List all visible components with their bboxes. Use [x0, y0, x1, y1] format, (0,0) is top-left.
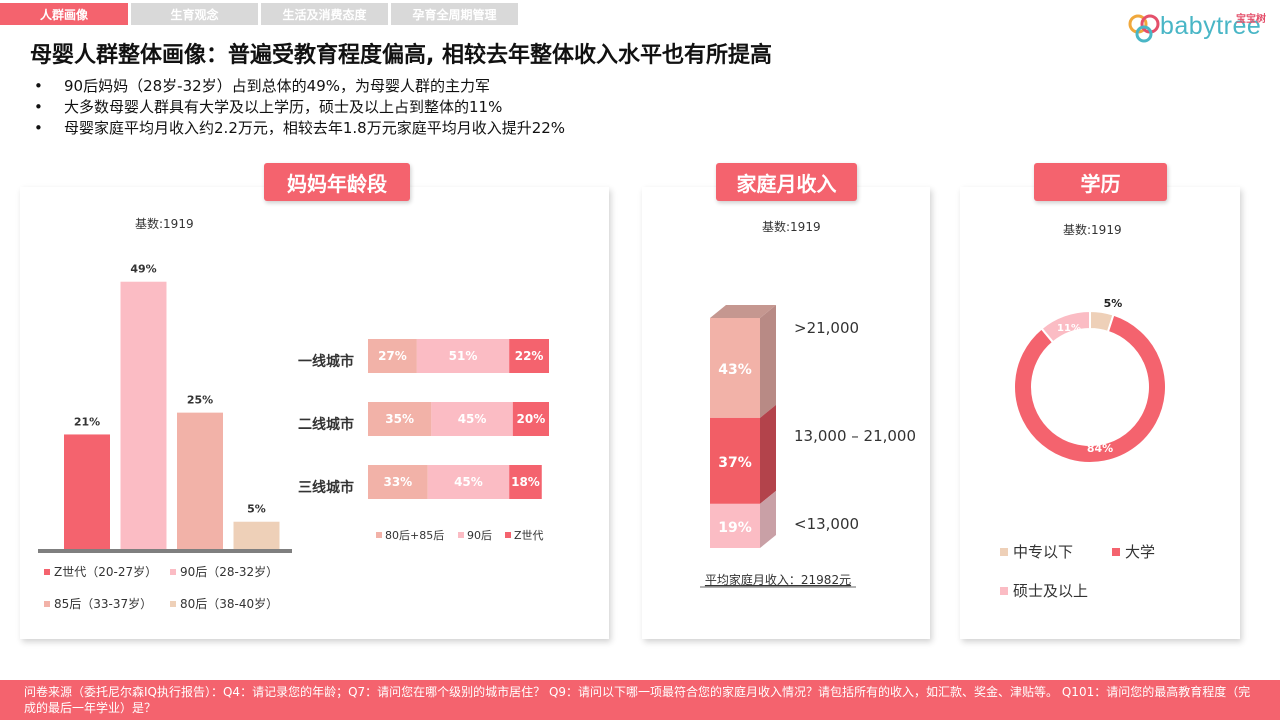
income-base-count: 基数:1919: [762, 220, 821, 234]
education-donut-slice: [1040, 309, 1091, 344]
education-legend-label: 硕士及以上: [1013, 582, 1088, 600]
tab-audience-profile[interactable]: 人群画像: [0, 3, 128, 25]
income-segment-label: 19%: [718, 520, 752, 536]
city-segment-label: 33%: [383, 475, 412, 489]
city-segment-label: 20%: [517, 412, 546, 426]
source-footnote: 问卷来源（委托尼尔森IQ执行报告）：Q4：请记录您的年龄；Q7：请问您在哪个级别…: [0, 680, 1280, 720]
age-panel-heading: 妈妈年龄段: [264, 163, 410, 201]
income-segment-label: 37%: [718, 455, 752, 471]
tab-fertility-views[interactable]: 生育观念: [131, 3, 258, 25]
city-segment-label: 35%: [385, 412, 414, 426]
city-stack-segment: [416, 339, 510, 373]
education-legend-swatch: [1000, 548, 1008, 556]
age-bar-label: 5%: [247, 503, 266, 516]
logo-cn-text: 宝宝树: [1236, 14, 1266, 25]
top-tab-bar: 人群画像 生育观念 生活及消费态度 孕育全周期管理: [0, 3, 518, 25]
income-panel: [642, 187, 930, 639]
city-category-label: 三线城市: [298, 479, 354, 496]
city-segment-label: 18%: [511, 475, 540, 489]
city-category-label: 一线城市: [298, 353, 354, 370]
babytree-logo-icon: [1128, 14, 1160, 43]
city-legend-swatch: [505, 532, 511, 538]
city-legend-swatch: [458, 532, 464, 538]
income-stack-segment: [710, 503, 760, 548]
city-segment-label: 51%: [449, 349, 478, 363]
age-bar-label: 25%: [187, 394, 213, 407]
bullet-item: 大多数母婴人群具有大学及以上学历，硕士及以上占到整体的11%: [34, 97, 565, 118]
city-legend-swatch: [376, 532, 382, 538]
age-legend-swatch: [170, 601, 176, 607]
education-slice-label: 84%: [1087, 442, 1113, 455]
city-legend-label: Z世代: [514, 529, 544, 542]
age-bar: [177, 412, 223, 549]
age-legend-swatch: [44, 569, 50, 575]
city-stack-segment: [368, 402, 432, 436]
education-legend-label: 大学: [1125, 543, 1155, 561]
city-stack-segment: [509, 339, 549, 373]
age-legend-label: 85后（33-37岁）: [54, 596, 152, 611]
age-bar: [120, 281, 167, 549]
education-slice-label: 11%: [1057, 323, 1081, 334]
city-segment-label: 45%: [458, 412, 487, 426]
income-stack-segment: [710, 417, 760, 504]
income-panel-heading: 家庭月收入: [716, 163, 857, 201]
income-segment-label: 43%: [718, 362, 752, 378]
education-panel: [960, 187, 1240, 639]
age-bar: [64, 434, 110, 549]
city-stack-segment: [368, 339, 417, 373]
income-segment-side: [760, 305, 776, 418]
key-findings-list: 90后妈妈（28岁-32岁）占到总体的49%，为母婴人群的主力军 大多数母婴人群…: [34, 76, 565, 139]
logo-wordmark: babytree: [1160, 12, 1262, 40]
city-stack-segment: [431, 402, 513, 436]
education-legend-label: 中专以下: [1013, 543, 1073, 561]
city-stack-segment: [427, 465, 510, 499]
income-stack-segment: [710, 318, 760, 418]
age-legend-label: 90后（28-32岁）: [180, 564, 278, 579]
city-stack-segment: [368, 465, 428, 499]
education-panel-heading: 学历: [1034, 163, 1167, 201]
tab-lifestyle-consumption[interactable]: 生活及消费态度: [261, 3, 388, 25]
education-legend-swatch: [1000, 587, 1008, 595]
income-average-label: 平均家庭月收入：21982元: [705, 572, 851, 587]
city-segment-label: 45%: [454, 475, 483, 489]
age-bar-label: 21%: [74, 415, 100, 428]
age-legend-label: 80后（38-40岁）: [180, 596, 278, 611]
city-segment-label: 27%: [378, 349, 407, 363]
education-base-count: 基数:1919: [1063, 223, 1122, 237]
bullet-item: 母婴家庭平均月收入约2.2万元，相较去年1.8万元家庭平均月收入提升22%: [34, 118, 565, 139]
age-bar-label: 49%: [130, 263, 156, 276]
age-bar: [233, 521, 280, 549]
city-legend-label: 90后: [467, 529, 492, 542]
income-column-top: [710, 305, 776, 318]
bullet-item: 90后妈妈（28岁-32岁）占到总体的49%，为母婴人群的主力军: [34, 76, 565, 97]
education-slice-label: 5%: [1104, 297, 1123, 310]
city-stack-segment: [512, 402, 549, 436]
city-stack-segment: [509, 465, 542, 499]
age-base-count: 基数:1919: [135, 217, 194, 231]
city-category-label: 二线城市: [298, 416, 354, 433]
age-chart-baseline: [38, 549, 292, 553]
tab-pregnancy-lifecycle[interactable]: 孕育全周期管理: [391, 3, 518, 25]
age-legend-swatch: [44, 601, 50, 607]
income-bracket-label: >21,000: [794, 319, 859, 337]
city-legend-label: 80后+85后: [385, 529, 444, 542]
page-title: 母婴人群整体画像：普遍受教育程度偏高, 相较去年整体收入水平也有所提高: [30, 43, 773, 68]
education-donut-slice: [1013, 313, 1167, 464]
income-bracket-label: <13,000: [794, 515, 859, 533]
city-segment-label: 22%: [515, 349, 544, 363]
education-legend-swatch: [1112, 548, 1120, 556]
income-bracket-label: 13,000 – 21,000: [794, 427, 916, 445]
age-legend-label: Z世代（20-27岁）: [54, 564, 157, 579]
income-segment-side: [760, 404, 776, 504]
age-legend-swatch: [170, 569, 176, 575]
income-segment-side: [760, 490, 776, 548]
